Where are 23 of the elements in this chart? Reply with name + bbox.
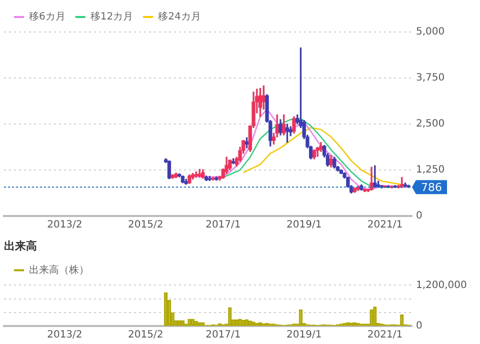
x-tick-label: 2015/2 <box>128 330 164 341</box>
y-tick-label: 3,750 <box>416 72 445 84</box>
y-tick-label: 0 <box>416 210 422 222</box>
legend-label: 移12カ月 <box>90 10 134 23</box>
legend-label: 移6カ月 <box>29 10 66 23</box>
x-tick-label: 2013/2 <box>47 220 82 231</box>
x-tick-label: 2019/1 <box>286 220 322 231</box>
x-tick-label: 2021/1 <box>367 330 403 341</box>
y-tick-label: 2,500 <box>416 118 445 130</box>
x-tick-label: 2013/2 <box>47 330 82 341</box>
x-tick-label: 2017/1 <box>206 220 241 231</box>
legend-label: 移24カ月 <box>158 10 201 23</box>
chart-title: 出来高 <box>4 239 37 252</box>
x-tick-label: 2019/1 <box>286 330 322 341</box>
x-tick-label: 2015/2 <box>128 220 164 231</box>
y-tick-label: 1,200,000 <box>416 280 467 291</box>
y-tick-label: 1,250 <box>416 164 445 176</box>
y-tick-label: 5,000 <box>416 26 445 38</box>
ref-line-label: 786 <box>421 180 442 194</box>
legend-label: 出来高（株） <box>29 264 89 276</box>
y-tick-label: 0 <box>416 320 422 332</box>
x-tick-label: 2017/1 <box>206 330 241 341</box>
x-tick-label: 2021/1 <box>367 220 403 231</box>
